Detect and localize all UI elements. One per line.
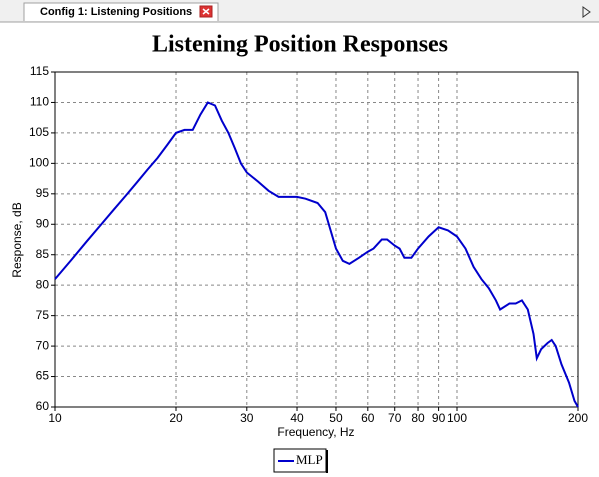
legend-label: MLP bbox=[296, 452, 323, 467]
x-tick-label: 90 bbox=[432, 411, 446, 425]
y-tick-label: 95 bbox=[36, 186, 50, 200]
plot-frame bbox=[54, 71, 579, 408]
x-tick-label: 50 bbox=[329, 411, 343, 425]
y-tick-label: 100 bbox=[29, 156, 49, 170]
y-tick-label: 110 bbox=[30, 95, 49, 109]
scroll-arrow[interactable] bbox=[582, 6, 591, 18]
y-tick-label: 75 bbox=[36, 308, 50, 322]
y-tick-label: 105 bbox=[29, 125, 49, 139]
y-tick-label: 90 bbox=[36, 216, 50, 230]
x-axis-label: Frequency, Hz bbox=[277, 425, 354, 439]
tab[interactable] bbox=[23, 2, 219, 21]
x-tick-label: 40 bbox=[290, 411, 304, 425]
y-axis-label: Response, dB bbox=[10, 202, 24, 277]
x-tick-label: 60 bbox=[361, 411, 375, 425]
tab-close-icon bbox=[202, 8, 210, 15]
x-tick-label: 30 bbox=[240, 411, 254, 425]
y-tick-label: 80 bbox=[36, 277, 50, 291]
y-tick-label: 115 bbox=[30, 64, 49, 78]
x-tick-label: 70 bbox=[388, 411, 402, 425]
x-tick-label: 10 bbox=[48, 411, 62, 425]
x-tick-label: 200 bbox=[568, 411, 588, 425]
y-tick-label: 70 bbox=[36, 338, 50, 352]
tab-label[interactable]: Config 1: Listening Positions bbox=[40, 6, 192, 18]
x-tick-label: 80 bbox=[411, 411, 425, 425]
series-line bbox=[54, 101, 579, 408]
y-tick-label: 85 bbox=[36, 247, 50, 261]
chart-title: Listening Position Responses bbox=[152, 32, 448, 58]
x-tick-label: 20 bbox=[169, 411, 183, 425]
x-tick-label: 100 bbox=[447, 411, 467, 425]
y-tick-label: 60 bbox=[36, 399, 50, 413]
y-tick-label: 65 bbox=[36, 369, 50, 383]
